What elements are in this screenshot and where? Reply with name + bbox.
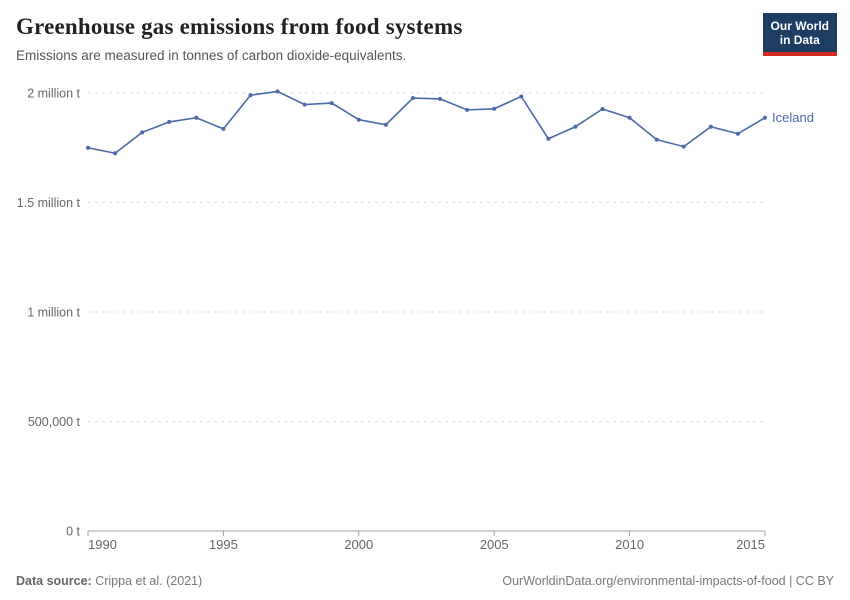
chart-line — [87, 90, 766, 155]
x-tick-label: 1995 — [209, 537, 238, 552]
chart-subtitle: Emissions are measured in tonnes of carb… — [16, 48, 407, 63]
data-source: Data source: Crippa et al. (2021) — [16, 574, 202, 588]
data-point — [248, 93, 253, 98]
y-tick-label: 1 million t — [27, 306, 80, 320]
data-point — [438, 96, 443, 101]
data-point — [654, 137, 659, 142]
data-point — [546, 136, 551, 141]
data-point — [492, 106, 497, 111]
series-label: Iceland — [772, 110, 814, 125]
chart-footer: Data source: Crippa et al. (2021) OurWor… — [0, 574, 850, 588]
y-tick-label: 1.5 million t — [17, 196, 81, 210]
data-point — [167, 119, 172, 124]
data-point — [708, 124, 713, 129]
data-point — [627, 115, 632, 120]
data-point — [519, 94, 524, 99]
data-point — [329, 101, 334, 106]
data-point — [383, 122, 388, 127]
data-point — [113, 151, 118, 156]
chart-header: Greenhouse gas emissions from food syste… — [16, 14, 756, 63]
data-point — [302, 102, 307, 107]
data-point — [465, 107, 470, 112]
x-tick-label: 2015 — [736, 537, 765, 552]
data-point — [410, 96, 415, 101]
owid-logo-line2: in Data — [779, 33, 820, 48]
data-point — [735, 131, 740, 136]
data-source-label: Data source: — [16, 574, 92, 588]
data-source-value: Crippa et al. (2021) — [91, 574, 203, 588]
data-point — [763, 115, 767, 120]
data-point — [221, 126, 226, 131]
data-point — [86, 145, 90, 150]
y-tick-label: 500,000 t — [28, 415, 81, 429]
owid-logo-line1: Our World — [770, 19, 829, 33]
x-tick-label: 2000 — [344, 537, 373, 552]
owid-logo: Our World in Data — [762, 13, 837, 56]
x-tick-label: 2010 — [615, 537, 644, 552]
data-point — [573, 124, 578, 129]
data-point — [681, 144, 686, 149]
page-title: Greenhouse gas emissions from food syste… — [16, 14, 463, 39]
data-point — [356, 117, 361, 122]
x-tick-label: 1990 — [88, 537, 117, 552]
y-tick-label: 2 million t — [27, 87, 80, 101]
data-point — [600, 106, 605, 111]
y-tick-label: 0 t — [66, 525, 80, 539]
data-point — [275, 89, 280, 94]
data-point — [194, 115, 199, 120]
attribution-link[interactable]: OurWorldinData.org/environmental-impacts… — [502, 574, 834, 588]
x-tick-label: 2005 — [480, 537, 509, 552]
data-point — [140, 130, 145, 135]
